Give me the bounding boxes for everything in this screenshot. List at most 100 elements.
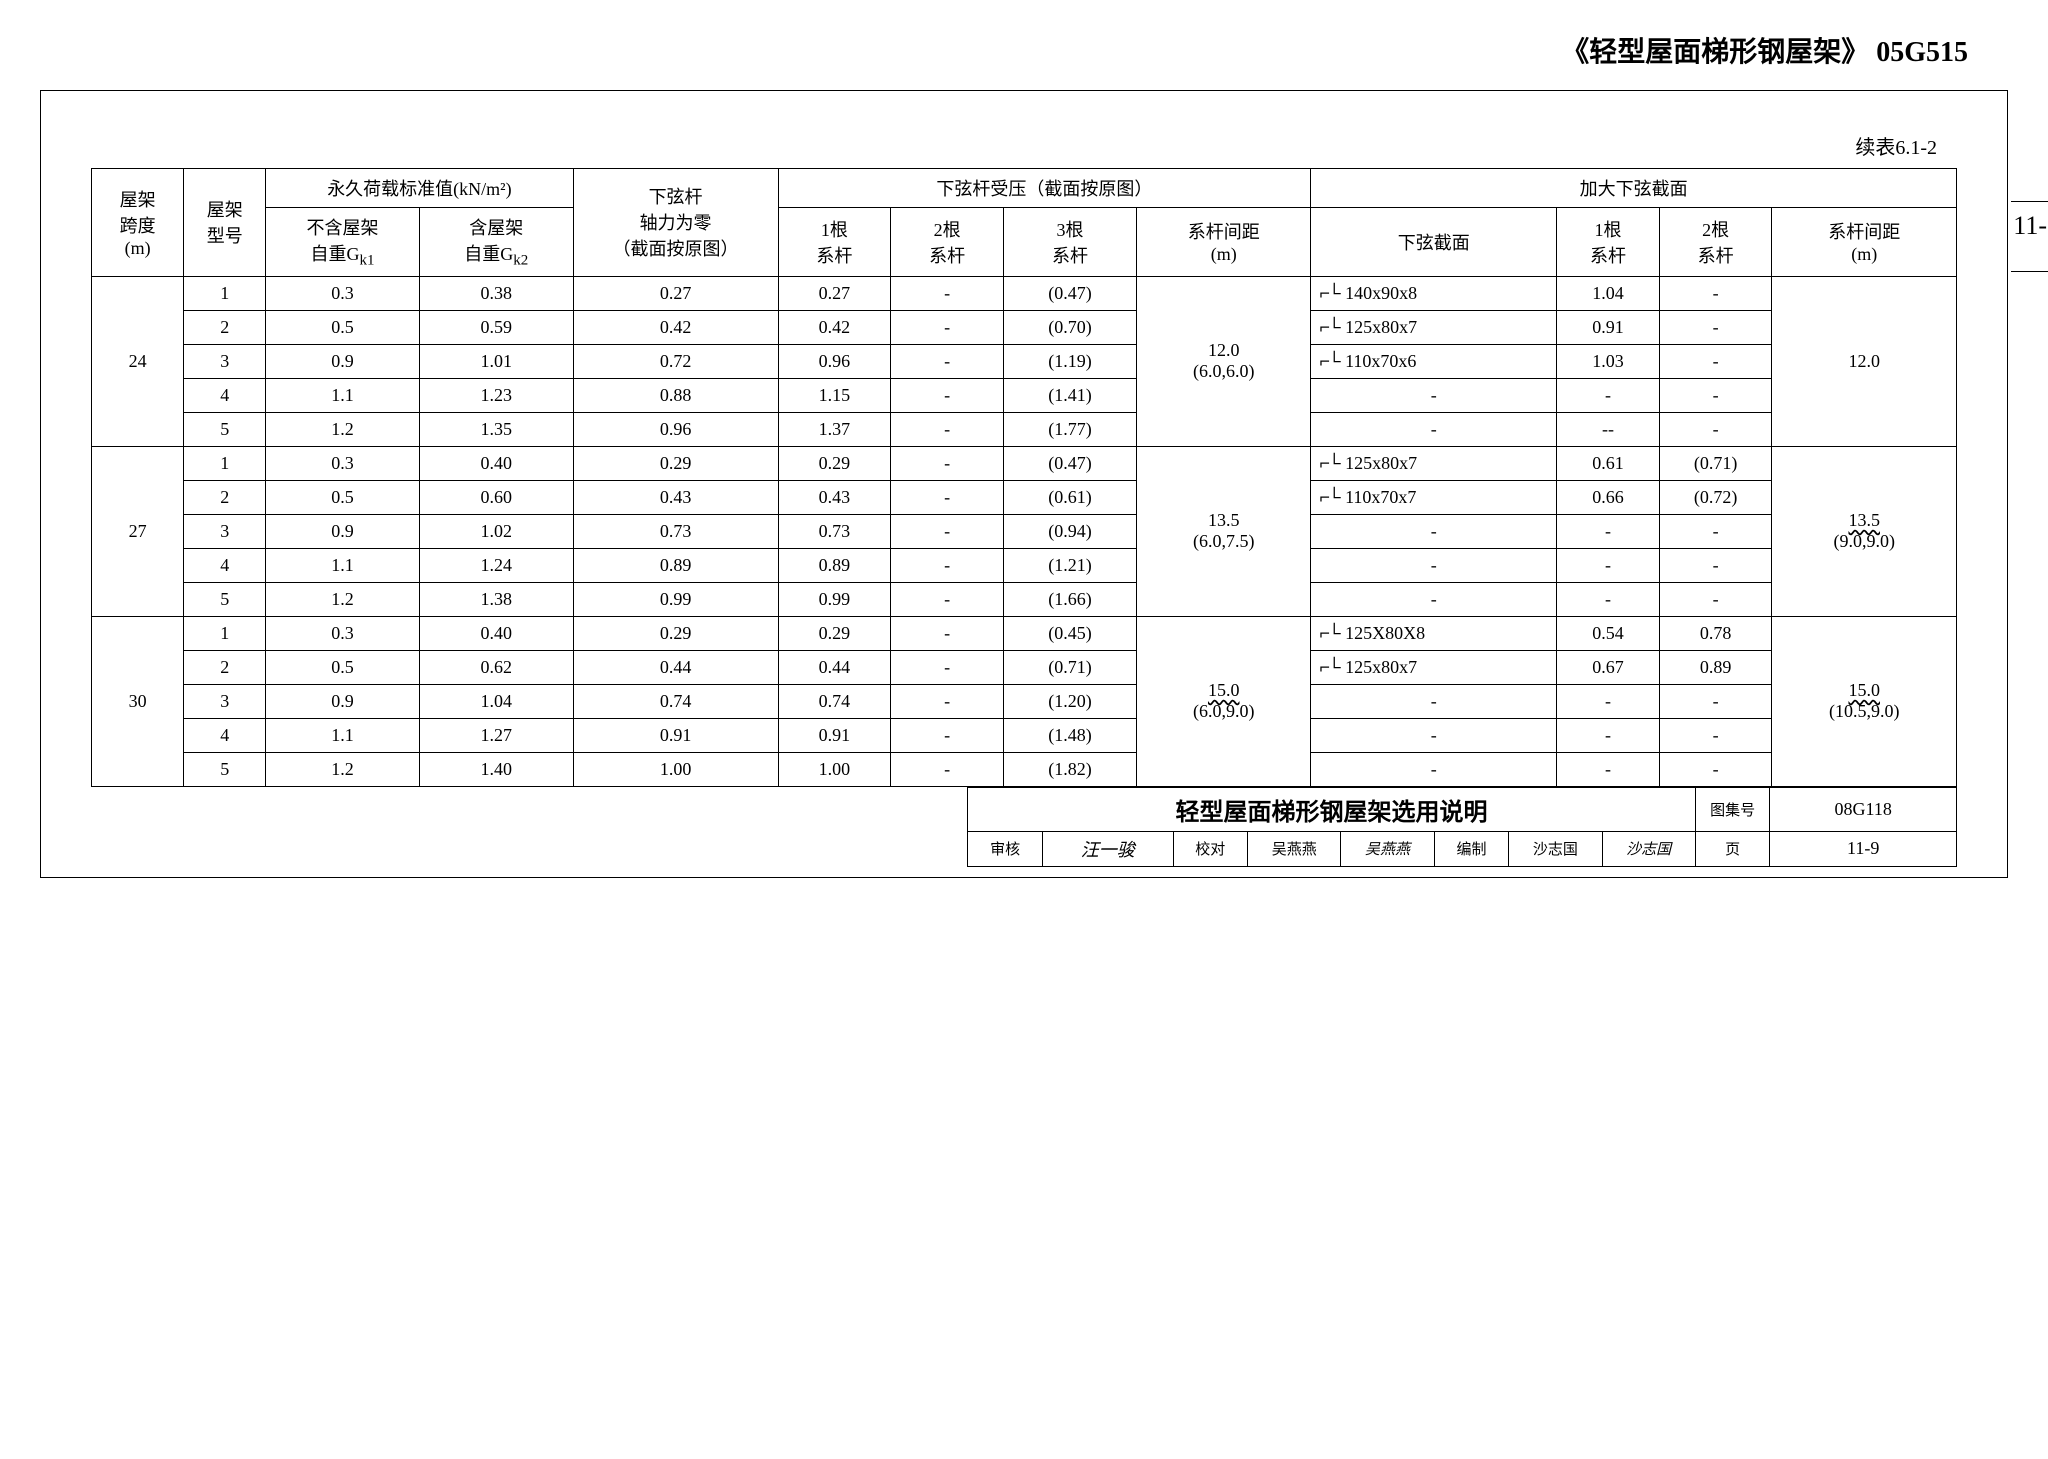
table-row: 30.91.040.740.74-(1.20)--- bbox=[92, 684, 1957, 718]
cell-etie2: - bbox=[1659, 752, 1772, 786]
cell-tie1: 0.44 bbox=[778, 650, 891, 684]
cell-etie1: 0.91 bbox=[1557, 310, 1659, 344]
cell-etie1: - bbox=[1557, 752, 1659, 786]
cell-tie1: 0.99 bbox=[778, 582, 891, 616]
cell-axial: 0.88 bbox=[573, 378, 778, 412]
cell-gk2: 0.40 bbox=[419, 616, 573, 650]
cell-etie2: - bbox=[1659, 548, 1772, 582]
cell-tie2: - bbox=[891, 650, 1004, 684]
table-row: 2410.30.380.270.27-(0.47)12.0(6.0,6.0)⌐└… bbox=[92, 276, 1957, 310]
cell-model: 1 bbox=[184, 446, 266, 480]
cell-gk1: 1.1 bbox=[266, 378, 420, 412]
cell-axial: 0.72 bbox=[573, 344, 778, 378]
cell-tie2: - bbox=[891, 752, 1004, 786]
table-row: 3010.30.400.290.29-(0.45)15.0(6.0,9.0)⌐└… bbox=[92, 616, 1957, 650]
cell-tie1: 1.00 bbox=[778, 752, 891, 786]
table-row: 20.50.600.430.43-(0.61)⌐└ 110x70x70.66(0… bbox=[92, 480, 1957, 514]
h-chord-group: 下弦杆受压（截面按原图） bbox=[778, 169, 1311, 208]
cell-tie3: (1.41) bbox=[1003, 378, 1136, 412]
cell-tie3: (0.45) bbox=[1003, 616, 1136, 650]
h-tie1: 1根系杆 bbox=[778, 208, 891, 277]
cell-tie1: 0.73 bbox=[778, 514, 891, 548]
table-row: 30.91.010.720.96-(1.19)⌐└ 110x70x61.03- bbox=[92, 344, 1957, 378]
cell-etie2: - bbox=[1659, 412, 1772, 446]
cell-etie2: - bbox=[1659, 582, 1772, 616]
table-row: 20.50.590.420.42-(0.70)⌐└ 125x80x70.91- bbox=[92, 310, 1957, 344]
h-span: 屋架跨度(m) bbox=[92, 169, 184, 277]
cell-tie2: - bbox=[891, 446, 1004, 480]
cell-model: 3 bbox=[184, 514, 266, 548]
cell-tie2: - bbox=[891, 480, 1004, 514]
cell-tie2: - bbox=[891, 276, 1004, 310]
h-axial: 下弦杆轴力为零（截面按原图） bbox=[573, 169, 778, 277]
cell-etie1: - bbox=[1557, 718, 1659, 752]
cell-model: 2 bbox=[184, 650, 266, 684]
h-tie3: 3根系杆 bbox=[1003, 208, 1136, 277]
cell-etie1: - bbox=[1557, 582, 1659, 616]
cell-etie2: - bbox=[1659, 310, 1772, 344]
cell-model: 1 bbox=[184, 276, 266, 310]
cell-model: 4 bbox=[184, 378, 266, 412]
cell-axial: 0.89 bbox=[573, 548, 778, 582]
cell-model: 2 bbox=[184, 480, 266, 514]
cell-tie3: (0.71) bbox=[1003, 650, 1136, 684]
compiler: 沙志国 bbox=[1509, 831, 1602, 866]
table-row: 2710.30.400.290.29-(0.47)13.5(6.0,7.5)⌐└… bbox=[92, 446, 1957, 480]
cell-gk1: 1.2 bbox=[266, 752, 420, 786]
h-gk2: 含屋架自重Gk2 bbox=[419, 208, 573, 277]
cell-gk1: 1.2 bbox=[266, 582, 420, 616]
cell-gk1: 0.3 bbox=[266, 276, 420, 310]
h-load-group: 永久荷载标准值(kN/m²) bbox=[266, 169, 573, 208]
cell-etie1: - bbox=[1557, 514, 1659, 548]
cell-tie3: (1.20) bbox=[1003, 684, 1136, 718]
cell-axial: 0.29 bbox=[573, 446, 778, 480]
cell-etie1: 1.04 bbox=[1557, 276, 1659, 310]
cell-section: - bbox=[1311, 752, 1557, 786]
cell-tie2: - bbox=[891, 684, 1004, 718]
cell-gk1: 0.9 bbox=[266, 684, 420, 718]
cell-etie1: 0.61 bbox=[1557, 446, 1659, 480]
cell-tie2: - bbox=[891, 378, 1004, 412]
h-section: 下弦截面 bbox=[1311, 208, 1557, 277]
h-model: 屋架型号 bbox=[184, 169, 266, 277]
cell-model: 5 bbox=[184, 412, 266, 446]
cell-tie1: 0.91 bbox=[778, 718, 891, 752]
cell-espacing: 12.0 bbox=[1772, 276, 1957, 446]
table-row: 51.21.380.990.99-(1.66)--- bbox=[92, 582, 1957, 616]
compile-label: 编制 bbox=[1434, 831, 1509, 866]
table-body: 2410.30.380.270.27-(0.47)12.0(6.0,6.0)⌐└… bbox=[92, 276, 1957, 786]
cell-etie2: (0.71) bbox=[1659, 446, 1772, 480]
cell-model: 3 bbox=[184, 684, 266, 718]
cell-etie2: - bbox=[1659, 378, 1772, 412]
table-row: 51.21.401.001.00-(1.82)--- bbox=[92, 752, 1957, 786]
h-tie2: 2根系杆 bbox=[891, 208, 1004, 277]
cell-gk1: 0.9 bbox=[266, 514, 420, 548]
cell-etie2: 0.89 bbox=[1659, 650, 1772, 684]
cell-tie2: - bbox=[891, 344, 1004, 378]
cell-axial: 1.00 bbox=[573, 752, 778, 786]
h-etie1: 1根系杆 bbox=[1557, 208, 1659, 277]
cell-section: - bbox=[1311, 412, 1557, 446]
cell-spacing: 12.0(6.0,6.0) bbox=[1137, 276, 1311, 446]
cell-axial: 0.73 bbox=[573, 514, 778, 548]
atlas-label: 图集号 bbox=[1695, 787, 1770, 831]
cell-etie2: (0.72) bbox=[1659, 480, 1772, 514]
cell-gk2: 1.24 bbox=[419, 548, 573, 582]
cell-tie2: - bbox=[891, 616, 1004, 650]
cell-tie2: - bbox=[891, 514, 1004, 548]
cell-etie1: - bbox=[1557, 548, 1659, 582]
checker: 吴燕燕 bbox=[1248, 831, 1341, 866]
cell-tie3: (1.82) bbox=[1003, 752, 1136, 786]
table-row: 41.11.240.890.89-(1.21)--- bbox=[92, 548, 1957, 582]
cell-etie1: 0.66 bbox=[1557, 480, 1659, 514]
angle-icon: ⌐└ bbox=[1319, 283, 1338, 304]
cell-model: 2 bbox=[184, 310, 266, 344]
cell-section: - bbox=[1311, 378, 1557, 412]
cell-tie1: 0.29 bbox=[778, 616, 891, 650]
footer-title: 轻型屋面梯形钢屋架选用说明 bbox=[968, 787, 1695, 831]
cell-span: 30 bbox=[92, 616, 184, 786]
cell-axial: 0.43 bbox=[573, 480, 778, 514]
cell-etie2: - bbox=[1659, 718, 1772, 752]
cell-tie1: 0.74 bbox=[778, 684, 891, 718]
cell-tie3: (0.47) bbox=[1003, 276, 1136, 310]
